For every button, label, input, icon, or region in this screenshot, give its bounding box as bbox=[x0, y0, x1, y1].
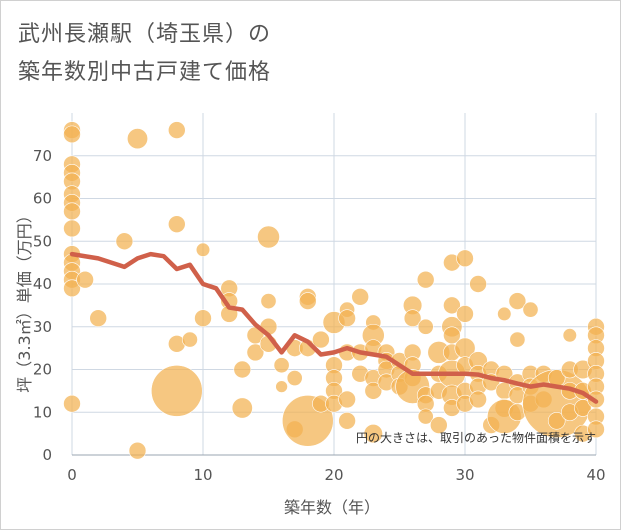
chart-title-line2: 築年数別中古戸建て価格 bbox=[18, 60, 272, 85]
data-bubble bbox=[76, 270, 94, 289]
data-bubble bbox=[246, 343, 265, 362]
data-bubble bbox=[233, 360, 252, 379]
data-bubble bbox=[508, 292, 527, 310]
data-bubble bbox=[417, 318, 434, 335]
y-tick-label: 40 bbox=[33, 275, 52, 293]
y-tick-label: 10 bbox=[33, 403, 52, 421]
x-tick-label: 0 bbox=[67, 466, 77, 484]
data-bubble bbox=[181, 331, 198, 348]
y-tick-label: 70 bbox=[33, 147, 52, 165]
data-bubble bbox=[151, 365, 203, 417]
data-bubble bbox=[168, 215, 186, 233]
data-bubble bbox=[574, 399, 592, 417]
data-bubble bbox=[275, 380, 288, 393]
data-bubble bbox=[338, 411, 356, 430]
data-bubble bbox=[497, 306, 512, 322]
data-bubble bbox=[286, 370, 303, 386]
data-bubble bbox=[127, 128, 149, 150]
data-bubble bbox=[128, 441, 147, 460]
trend-line-path bbox=[69, 251, 599, 404]
data-bubble bbox=[231, 397, 253, 419]
data-bubble bbox=[562, 328, 577, 343]
data-bubble bbox=[429, 416, 448, 434]
trend-line bbox=[69, 251, 599, 404]
y-tick-label: 20 bbox=[33, 361, 52, 379]
x-tick-label: 40 bbox=[586, 466, 605, 484]
data-bubble bbox=[63, 125, 81, 144]
data-bubble bbox=[260, 293, 277, 310]
chart-title-line1: 武州長瀬駅（埼玉県）の bbox=[18, 22, 272, 47]
data-bubble bbox=[456, 305, 474, 323]
data-bubble bbox=[417, 408, 434, 425]
data-bubble bbox=[416, 270, 435, 289]
data-bubble bbox=[364, 382, 383, 400]
data-bubble bbox=[522, 301, 539, 318]
data-bubble bbox=[312, 330, 330, 349]
data-bubble bbox=[363, 423, 383, 444]
data-bubble bbox=[63, 279, 81, 298]
data-bubble bbox=[469, 275, 487, 293]
x-tick-label: 10 bbox=[193, 466, 212, 484]
data-bubble bbox=[338, 309, 356, 328]
x-tick-label: 30 bbox=[455, 466, 474, 484]
data-bubble bbox=[89, 309, 107, 328]
data-bubble bbox=[403, 309, 422, 328]
data-bubble bbox=[456, 249, 474, 268]
data-bubble bbox=[469, 390, 487, 409]
data-bubble bbox=[63, 394, 81, 413]
data-bubble bbox=[195, 242, 211, 257]
y-tick-label: 0 bbox=[42, 446, 52, 464]
axis-ticks: 0 10 20 30 40 50 60 70 0 10 20 30 40 bbox=[33, 147, 606, 484]
data-bubble bbox=[351, 288, 370, 306]
data-bubble bbox=[115, 232, 134, 251]
y-tick-label: 30 bbox=[33, 318, 52, 336]
data-bubble bbox=[63, 202, 81, 221]
data-bubble bbox=[63, 219, 81, 238]
data-bubble bbox=[168, 121, 186, 139]
data-bubble bbox=[509, 331, 526, 348]
data-bubble bbox=[443, 296, 461, 315]
data-bubble bbox=[338, 390, 356, 409]
y-axis-label: 坪（3.3㎡）単価（万円） bbox=[15, 207, 34, 392]
data-bubble bbox=[298, 292, 317, 310]
data-bubble bbox=[257, 225, 280, 249]
data-bubble bbox=[547, 411, 566, 430]
y-tick-label: 50 bbox=[33, 232, 52, 250]
bubble-size-note: 円の大きさは、取引のあった物件面積を示す bbox=[356, 430, 596, 445]
x-tick-label: 20 bbox=[324, 466, 343, 484]
y-tick-label: 60 bbox=[33, 190, 52, 208]
data-bubble bbox=[587, 420, 605, 439]
data-bubble bbox=[194, 309, 212, 328]
x-axis-label: 築年数（年） bbox=[284, 498, 380, 517]
data-bubble bbox=[273, 357, 290, 374]
